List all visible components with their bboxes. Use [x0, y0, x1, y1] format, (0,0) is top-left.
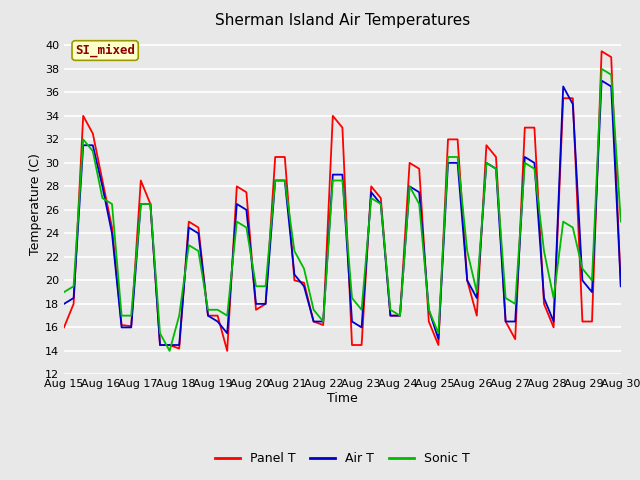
Text: SI_mixed: SI_mixed — [75, 44, 135, 57]
Legend: Panel T, Air T, Sonic T: Panel T, Air T, Sonic T — [210, 447, 475, 470]
X-axis label: Time: Time — [327, 392, 358, 405]
Y-axis label: Temperature (C): Temperature (C) — [29, 153, 42, 255]
Title: Sherman Island Air Temperatures: Sherman Island Air Temperatures — [215, 13, 470, 28]
